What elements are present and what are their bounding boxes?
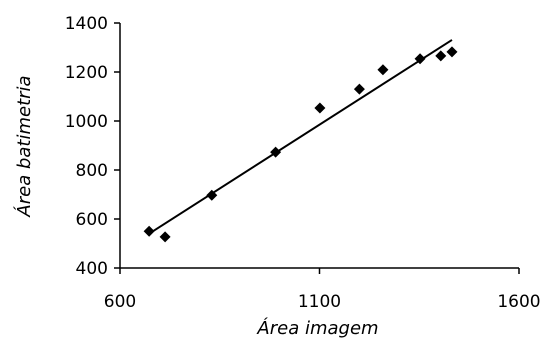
data-point [206, 189, 218, 201]
x-tick-label: 1600 [497, 292, 540, 312]
y-tick-label: 1000 [65, 112, 108, 132]
y-tick-label: 1200 [65, 63, 108, 83]
data-point [446, 46, 458, 58]
y-tick-label: 800 [76, 161, 108, 181]
data-point [435, 50, 447, 62]
y-tick-label: 1400 [65, 14, 108, 34]
y-tick-label: 400 [76, 259, 108, 279]
y-axis-title: Área batimetria [13, 75, 35, 217]
x-tick-label: 600 [104, 292, 136, 312]
data-point [270, 146, 282, 158]
data-point [314, 102, 326, 114]
y-tick-label: 600 [76, 210, 108, 230]
axes [114, 22, 520, 274]
tick-labels: 400 600 800 1000 1200 1400 600 1100 1600 [65, 14, 541, 312]
data-point [377, 64, 389, 76]
data-point [159, 231, 171, 243]
trendline [148, 39, 453, 235]
trendline-segment [148, 39, 453, 235]
data-point [414, 53, 426, 65]
x-axis-title: Área imagem [256, 317, 378, 338]
data-points [143, 46, 458, 243]
data-point [143, 225, 155, 237]
data-point [353, 83, 365, 95]
x-tick-label: 1100 [298, 292, 341, 312]
